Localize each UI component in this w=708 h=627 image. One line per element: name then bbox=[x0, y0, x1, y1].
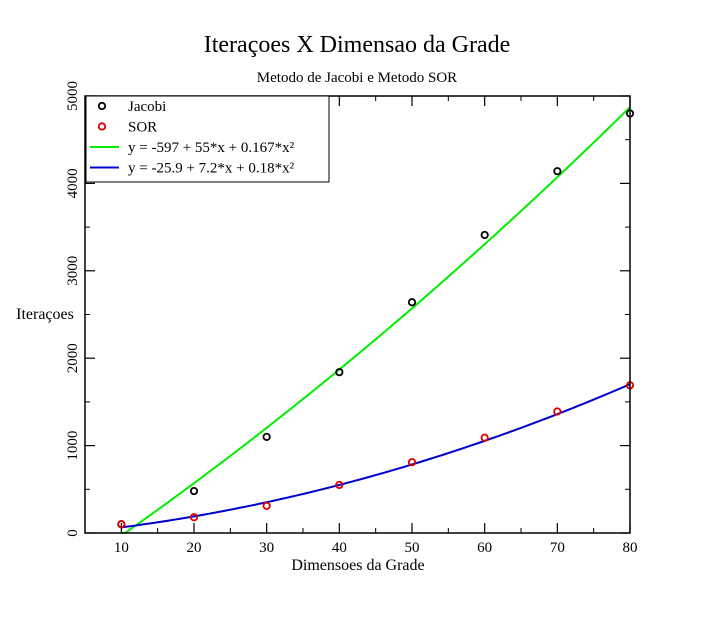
legend-label: y = -25.9 + 7.2*x + 0.18*x² bbox=[128, 161, 295, 177]
data-point bbox=[335, 480, 344, 490]
data-point bbox=[335, 368, 344, 377]
x-tick-label: 30 bbox=[259, 540, 274, 556]
y-tick-label: 0 bbox=[65, 529, 81, 537]
chart-title: Iteraçoes X Dimensao da Grade bbox=[204, 32, 511, 58]
legend-label: Jacobi bbox=[128, 99, 166, 115]
data-point bbox=[480, 433, 489, 442]
y-tick-label: 3000 bbox=[65, 256, 81, 286]
fit-curve bbox=[121, 106, 631, 534]
data-point bbox=[189, 513, 199, 522]
legend-label: y = -597 + 55*x + 0.167*x² bbox=[128, 140, 295, 156]
data-point bbox=[553, 167, 562, 176]
data-point bbox=[407, 458, 417, 467]
fit-curve bbox=[121, 383, 631, 529]
legend-label: SOR bbox=[128, 120, 157, 136]
data-point bbox=[189, 486, 199, 496]
data-point bbox=[262, 432, 271, 441]
y-tick-label: 2000 bbox=[65, 343, 81, 373]
y-tick-label: 1000 bbox=[65, 431, 81, 461]
y-tick-label: 4000 bbox=[65, 168, 81, 198]
plot-frame bbox=[84, 95, 631, 534]
y-tick-label: 5000 bbox=[65, 81, 81, 111]
x-tick-label: 20 bbox=[187, 540, 202, 556]
legend-marker bbox=[97, 101, 107, 111]
legend: Jacobi SOR y = -597 + 55*x + 0.167*x² y = -… bbox=[85, 95, 330, 183]
x-tick-label: 10 bbox=[114, 540, 129, 556]
data-point bbox=[480, 230, 489, 240]
x-tick-label: 60 bbox=[477, 540, 492, 556]
x-tick-label: 50 bbox=[405, 540, 420, 556]
x-tick-label: 70 bbox=[550, 540, 565, 556]
x-axis-label: Dimensoes da Grade bbox=[291, 557, 424, 574]
x-tick-label: 80 bbox=[623, 540, 638, 556]
y-axis-label: Iteraçoes bbox=[16, 306, 74, 323]
data-point bbox=[407, 298, 417, 307]
legend-box bbox=[85, 95, 330, 183]
x-tick-label: 40 bbox=[332, 540, 347, 556]
legend-marker bbox=[97, 122, 107, 131]
chart-subtitle: Metodo de Jacobi e Metodo SOR bbox=[257, 70, 457, 86]
data-point bbox=[553, 407, 562, 416]
data-point bbox=[117, 520, 126, 529]
data-point bbox=[262, 501, 271, 511]
